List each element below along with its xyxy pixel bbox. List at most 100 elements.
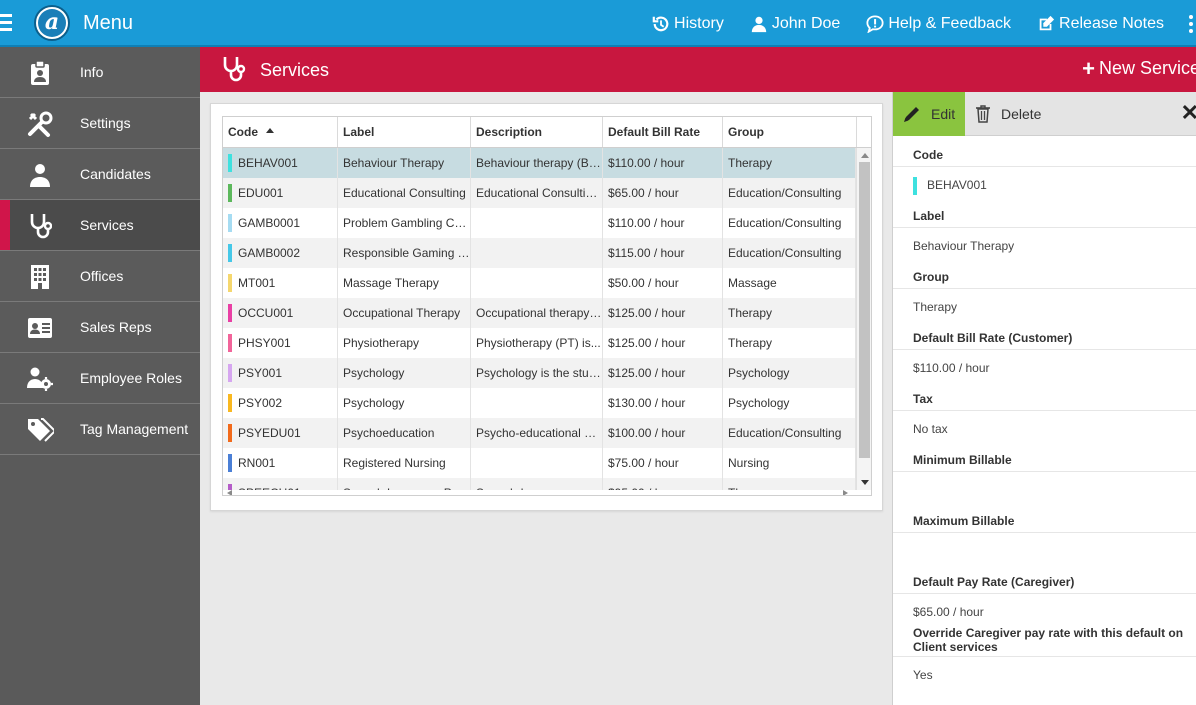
column-header-label[interactable]: Label [338, 117, 471, 147]
color-chip [228, 304, 232, 322]
user-icon [751, 16, 767, 32]
trash-icon [976, 105, 990, 123]
delete-label: Delete [1001, 106, 1042, 122]
edit-label: Edit [931, 106, 956, 122]
field-label: Override Caregiver pay rate with this de… [913, 626, 1184, 654]
cell-default-bill-rate: $125.00 / hour [603, 358, 723, 388]
sidebar-item-sales-reps[interactable]: Sales Reps [0, 302, 200, 353]
delete-button[interactable]: Delete [975, 92, 1041, 136]
column-header-text: Group [728, 125, 764, 139]
top-bar: a Menu History John Doe Help & Feedback … [0, 0, 1196, 47]
column-header-label: Code [228, 125, 258, 139]
field-label: Maximum Billable [913, 514, 1015, 528]
user-link-label: John Doe [771, 14, 841, 32]
new-service-label: New Service [1098, 58, 1196, 78]
cell-code-text: PHSY001 [238, 336, 291, 350]
services-card: Code Label Description Default Bill Rate… [210, 103, 883, 511]
sidebar-item-settings[interactable]: Settings [0, 98, 200, 149]
table-row[interactable]: BEHAV001 Behaviour Therapy Behaviour thera… [223, 148, 856, 178]
content-area: Code Label Description Default Bill Rate… [200, 92, 892, 705]
new-service-button[interactable]: + New Service [1082, 57, 1196, 79]
cell-default-bill-rate: $100.00 / hour [603, 418, 723, 448]
table-row[interactable]: PSY002 Psychology $130.00 / hour Psychology [223, 388, 856, 418]
table-row[interactable]: MT001 Massage Therapy $50.00 / hour Massage [223, 268, 856, 298]
sidebar: Info Settings Candidates Services Office… [0, 47, 200, 705]
cell-label-text: Problem Gambling Counselling [343, 216, 470, 230]
scroll-left-icon[interactable] [227, 490, 232, 495]
column-header-default-bill-rate[interactable]: Default Bill Rate [603, 117, 723, 147]
cell-code-text: EDU001 [238, 186, 284, 200]
cell-code-text: PSY001 [238, 366, 283, 380]
edit-button[interactable]: Edit [893, 92, 965, 136]
field-value: $65.00 / hour [913, 603, 984, 621]
close-icon[interactable]: ✕ [1180, 100, 1196, 125]
cell-code: MT001 [223, 268, 338, 298]
scrollbar-thumb[interactable] [859, 162, 870, 458]
app-logo[interactable]: a [34, 5, 70, 41]
sidebar-item-offices[interactable]: Offices [0, 251, 200, 302]
color-chip [228, 334, 232, 352]
sidebar-item-employee-roles[interactable]: Employee Roles [0, 353, 200, 404]
scroll-right-icon[interactable] [843, 490, 848, 495]
cell-group: Education/Consulting [723, 208, 856, 238]
color-chip [228, 424, 232, 442]
color-chip [228, 484, 232, 490]
users-gear-icon [26, 365, 54, 393]
table-row[interactable]: GAMB0002 Responsible Gaming Training $115.… [223, 238, 856, 268]
column-header-group[interactable]: Group [723, 117, 857, 147]
column-header-code[interactable]: Code [223, 117, 338, 147]
more-options-icon[interactable] [1186, 13, 1196, 34]
cell-description: Psychology is the study of... [471, 358, 603, 388]
help-feedback-link[interactable]: Help & Feedback [866, 15, 1011, 33]
cell-default-bill-rate: $130.00 / hour [603, 388, 723, 418]
table-row[interactable]: PSY001 Psychology Psychology is the study … [223, 358, 856, 388]
field-value: BEHAV001 [913, 176, 987, 195]
column-header-text: Label [343, 125, 375, 139]
cell-group: Massage [723, 268, 856, 298]
cell-default-bill-rate-text: $100.00 / hour [608, 426, 686, 440]
field-value-text: Behaviour Therapy [913, 239, 1015, 253]
field-divider [893, 288, 1196, 289]
cell-label-text: Massage Therapy [343, 276, 439, 290]
table-row[interactable]: GAMB0001 Problem Gambling Counselling $110… [223, 208, 856, 238]
horizontal-scrollbar[interactable] [223, 490, 856, 495]
cell-group-text: Education/Consulting [728, 186, 842, 200]
cell-description: Psycho-educational assessment... [471, 418, 603, 448]
cell-description-text: Behaviour therapy (BT) is a... [476, 156, 602, 170]
edit-icon [1039, 15, 1055, 30]
table-row[interactable]: SPEECH01Speech Language PathologySpeech-… [223, 478, 856, 490]
help-icon [866, 14, 884, 33]
sidebar-item-info[interactable]: Info [0, 47, 200, 98]
table-row[interactable]: OCCU001 Occupational Therapy Occupational … [223, 298, 856, 328]
sidebar-item-candidates[interactable]: Candidates [0, 149, 200, 200]
vertical-scrollbar[interactable] [856, 148, 871, 490]
field-value-text: Yes [913, 668, 933, 682]
person-icon [26, 161, 54, 189]
history-link[interactable]: History [652, 15, 724, 33]
menu-title[interactable]: Menu [83, 12, 134, 34]
scroll-up-icon[interactable] [861, 153, 869, 158]
cell-group-text: Nursing [728, 456, 770, 470]
table-row[interactable]: EDU001 Educational Consulting Educational … [223, 178, 856, 208]
cell-code-text: BEHAV001 [238, 156, 298, 170]
column-header-description[interactable]: Description [471, 117, 603, 147]
table-row[interactable]: RN001 Registered Nursing $75.00 / hour Nurs… [223, 448, 856, 478]
cell-default-bill-rate-text: $110.00 / hour [608, 216, 685, 230]
cell-default-bill-rate-text: $125.00 / hour [608, 336, 686, 350]
cell-label: Psychology [338, 388, 471, 418]
field-divider [893, 227, 1196, 228]
release-notes-link[interactable]: Release Notes [1037, 15, 1164, 33]
table-row[interactable]: PSYEDU01 Psychoeducation Psycho-educationa… [223, 418, 856, 448]
user-link[interactable]: John Doe [750, 14, 841, 33]
sidebar-item-tag-management[interactable]: Tag Management [0, 404, 200, 455]
field-label: Label [913, 209, 945, 223]
cell-label: Physiotherapy [338, 328, 471, 358]
cell-label: Psychoeducation [338, 418, 471, 448]
cell-code-text: RN001 [238, 456, 276, 470]
cell-default-bill-rate: $95.00 / hour [603, 478, 723, 490]
hamburger-menu-icon[interactable] [0, 14, 12, 32]
scroll-down-icon[interactable] [861, 480, 869, 485]
table-row[interactable]: PHSY001 Physiotherapy Physiotherapy (PT) i… [223, 328, 856, 358]
cell-code: PSYEDU01 [223, 418, 338, 448]
sidebar-item-services[interactable]: Services [0, 200, 200, 251]
